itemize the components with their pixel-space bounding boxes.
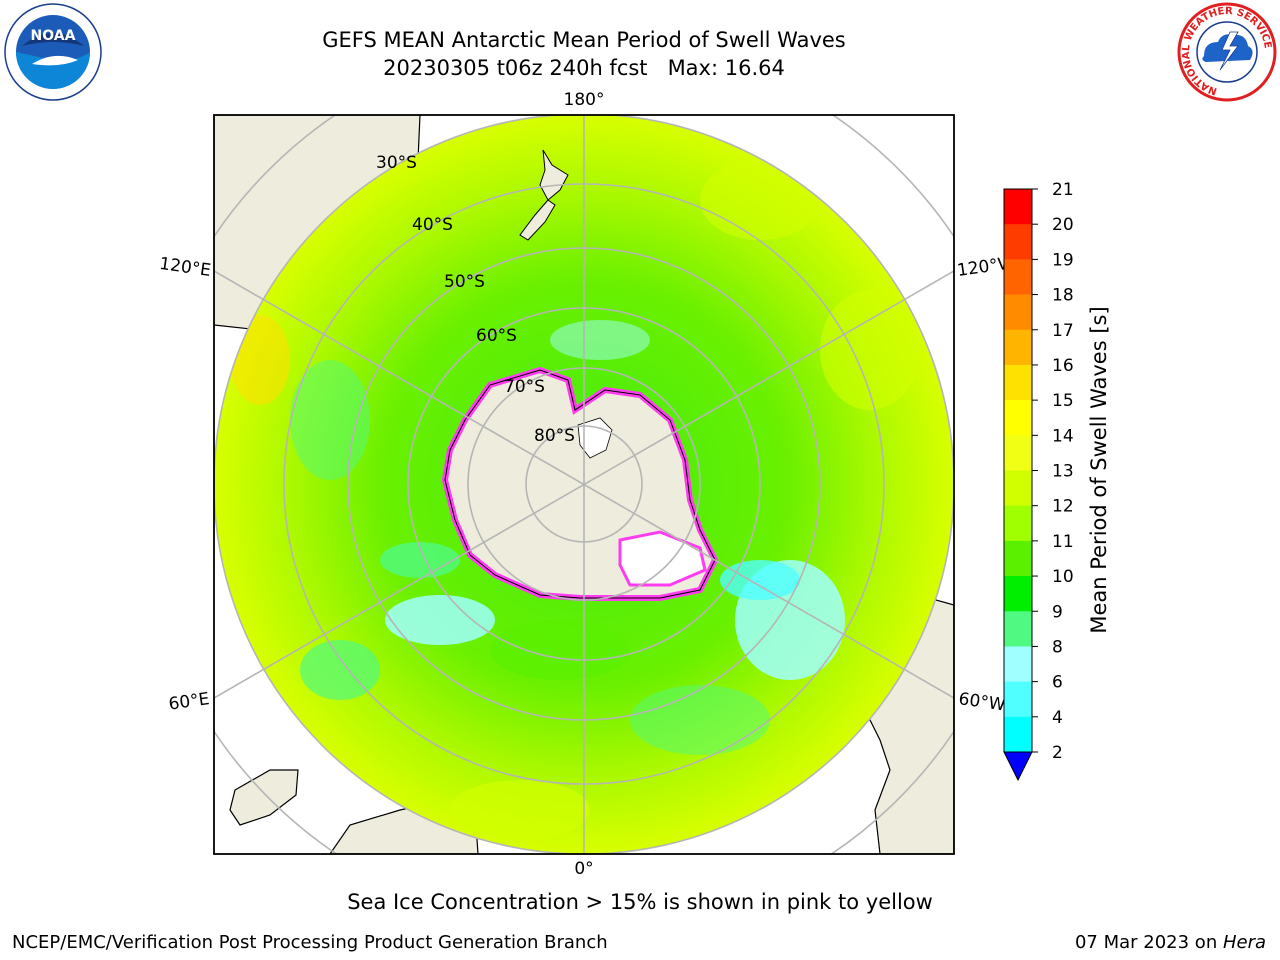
sea-ice-note: Sea Ice Concentration > 15% is shown in … [347,890,933,914]
colorbar-tick-label: 15 [1052,391,1074,411]
lon-label-0: 0° [574,859,593,879]
lat-label-60s: 60°S [476,326,517,346]
colorbar-tick-label: 2 [1052,743,1063,763]
colorbar-tick-label: 16 [1052,356,1074,376]
colorbar-swatch [1004,470,1032,507]
colorbar-swatch [1004,224,1032,260]
new-zealand-north [539,149,569,201]
colorbar-tick-label: 13 [1052,462,1074,482]
colorbar-swatch [1004,400,1032,436]
colorbar-tick-label: 8 [1052,637,1063,657]
colorbar-tick-label: 18 [1052,286,1074,306]
chart-title: GEFS MEAN Antarctic Mean Period of Swell… [322,28,846,52]
colorbar-tick-label: 21 [1052,180,1074,200]
map-frame [213,114,955,855]
lat-label-30s: 30°S [376,153,417,173]
lat-label-70s: 70°S [504,377,545,397]
colorbar-tick-label: 10 [1052,567,1074,587]
lon-label-120e: 120°E [158,254,212,281]
lat-label-50s: 50°S [444,272,485,292]
colorbar-tick-label: 20 [1052,215,1074,235]
colorbar-swatch [1004,576,1032,612]
colorbar: 21 20 19 18 17 16 15 14 13 12 11 10 9 8 6 4 2 [1003,180,1074,782]
lon-label-180: 180° [564,90,605,110]
colorbar-swatch [1004,611,1032,647]
ross-ice-shelf [577,417,613,459]
colorbar-swatch [1004,259,1032,296]
colorbar-tick-label: 6 [1052,673,1063,693]
colorbar-swatch [1004,716,1032,753]
footer-date-text: 07 Mar 2023 on [1074,932,1223,953]
colorbar-tick-label: 19 [1052,250,1074,270]
footer-producer: NCEP/EMC/Verification Post Processing Pr… [12,932,608,953]
noaa-logo-text: NOAA [31,28,76,44]
colorbar-swatch [1004,505,1032,542]
lon-label-60e: 60°E [167,689,210,714]
colorbar-tick-label: 12 [1052,497,1074,517]
new-zealand-south [519,199,556,241]
madagascar-landmass [229,769,299,826]
weddell-sea-ice [618,530,707,587]
nws-logo: NATIONAL WEATHER SERVICE [1177,2,1277,102]
lat-label-40s: 40°S [412,215,453,235]
swell-patches [230,160,920,840]
footer-date: 07 Mar 2023 on Hera [1075,932,1266,953]
colorbar-tick-label: 11 [1052,532,1074,552]
colorbar-swatch [1004,646,1032,683]
colorbar-swatch [1004,364,1032,401]
colorbar-swatch [1004,329,1032,366]
colorbar-label: Mean Period of Swell Waves [s] [1087,306,1111,633]
colorbar-extend-triangle [1003,751,1033,782]
colorbar-tick-label: 4 [1052,708,1063,728]
colorbar-tick-label: 17 [1052,321,1074,341]
lat-label-80s: 80°S [534,426,575,446]
colorbar-tick-label: 9 [1052,602,1063,622]
colorbar-swatch [1004,540,1032,577]
footer-host: Hera [1222,932,1266,953]
colorbar-tick-label: 14 [1052,426,1074,446]
lon-label-60w: 60°W [957,689,1006,715]
noaa-logo: NOAA [4,3,102,101]
chart-subtitle: 20230305 t06z 240h fcst Max: 16.64 [383,56,785,80]
graticule [214,115,954,854]
colorbar-swatch [1004,681,1032,718]
colorbar-swatch [1004,435,1032,471]
colorbar-swatch [1004,294,1032,331]
colorbar-swatch [1004,189,1032,225]
